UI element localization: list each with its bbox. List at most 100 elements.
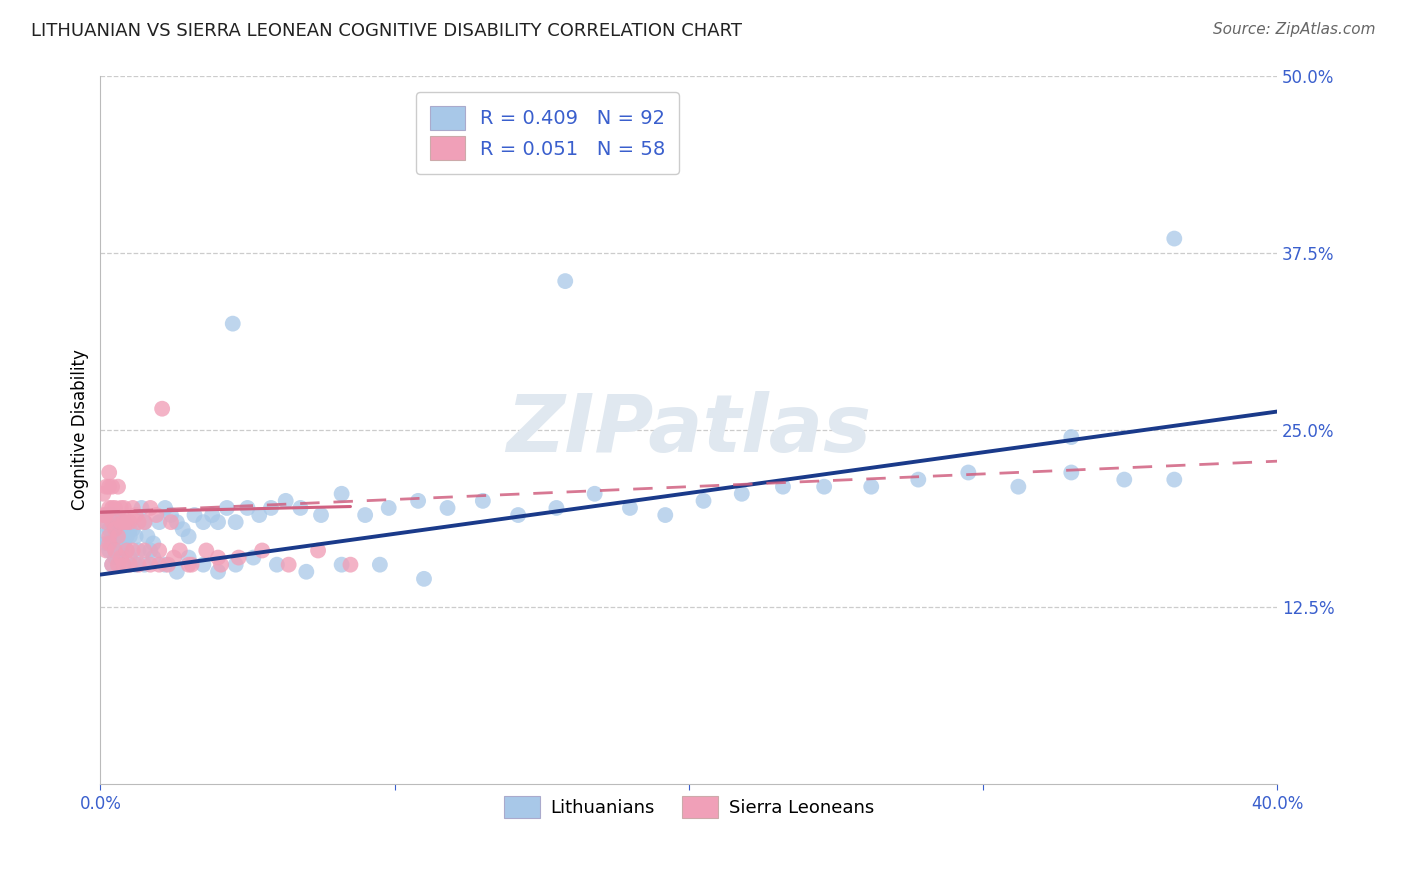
Text: LITHUANIAN VS SIERRA LEONEAN COGNITIVE DISABILITY CORRELATION CHART: LITHUANIAN VS SIERRA LEONEAN COGNITIVE D… (31, 22, 742, 40)
Point (110, 543, 132, 558)
Point (339, 558, 361, 572)
Point (134, 515, 156, 529)
Point (166, 565, 188, 579)
Point (139, 500, 162, 515)
Point (121, 522, 143, 536)
Point (98, 500, 121, 515)
Point (142, 550, 165, 565)
Point (115, 543, 138, 558)
Point (160, 508, 183, 522)
Point (583, 487, 606, 501)
Point (225, 558, 247, 572)
Point (1163, 231, 1185, 245)
Point (277, 558, 299, 572)
Point (124, 508, 146, 522)
Point (195, 543, 218, 558)
Point (104, 522, 127, 536)
Point (907, 473, 929, 487)
Point (96, 508, 118, 522)
Point (619, 500, 641, 515)
Point (145, 508, 167, 522)
Point (115, 515, 138, 529)
Point (101, 480, 124, 494)
Point (101, 508, 124, 522)
Point (91, 487, 114, 501)
Point (104, 543, 127, 558)
Point (157, 558, 180, 572)
Point (772, 480, 794, 494)
Point (266, 558, 288, 572)
Point (115, 543, 138, 558)
Legend: Lithuanians, Sierra Leoneans: Lithuanians, Sierra Leoneans (496, 789, 882, 825)
Point (209, 558, 232, 572)
Point (236, 500, 259, 515)
Point (124, 558, 146, 572)
Point (354, 508, 377, 522)
Point (654, 508, 676, 522)
Point (290, 500, 312, 515)
Point (142, 536, 165, 550)
Point (128, 515, 150, 529)
Point (957, 466, 980, 480)
Point (107, 558, 129, 572)
Point (98, 529, 121, 543)
Point (101, 515, 124, 529)
Point (118, 558, 141, 572)
Point (98, 543, 121, 558)
Point (131, 500, 153, 515)
Point (177, 558, 200, 572)
Point (98, 522, 121, 536)
Point (91, 508, 114, 522)
Point (177, 529, 200, 543)
Point (110, 529, 132, 543)
Point (153, 500, 176, 515)
Point (124, 529, 146, 543)
Point (98, 466, 121, 480)
Point (112, 558, 135, 572)
Y-axis label: Cognitive Disability: Cognitive Disability (72, 350, 89, 510)
Point (139, 558, 162, 572)
Point (96, 515, 118, 529)
Point (406, 494, 429, 508)
Point (112, 536, 135, 550)
Point (330, 558, 353, 572)
Point (225, 515, 247, 529)
Point (207, 515, 229, 529)
Point (295, 565, 318, 579)
Point (150, 401, 173, 416)
Point (260, 500, 283, 515)
Point (274, 494, 297, 508)
Point (104, 543, 127, 558)
Point (118, 515, 141, 529)
Point (107, 529, 129, 543)
Point (128, 543, 150, 558)
Point (436, 500, 458, 515)
Point (692, 494, 714, 508)
Point (309, 508, 332, 522)
Point (1060, 466, 1083, 480)
Point (118, 522, 141, 536)
Point (118, 529, 141, 543)
Point (169, 543, 191, 558)
Point (172, 522, 194, 536)
Point (1007, 480, 1029, 494)
Point (166, 515, 188, 529)
Point (180, 558, 202, 572)
Point (112, 558, 135, 572)
Point (107, 558, 129, 572)
Point (228, 550, 250, 565)
Point (222, 317, 245, 331)
Point (91, 529, 114, 543)
Point (307, 543, 329, 558)
Point (163, 550, 186, 565)
Point (813, 480, 835, 494)
Point (96, 536, 118, 550)
Point (112, 515, 135, 529)
Point (107, 536, 129, 550)
Point (112, 515, 135, 529)
Point (101, 500, 124, 515)
Point (128, 558, 150, 572)
Point (112, 500, 135, 515)
Point (731, 487, 754, 501)
Point (1114, 473, 1136, 487)
